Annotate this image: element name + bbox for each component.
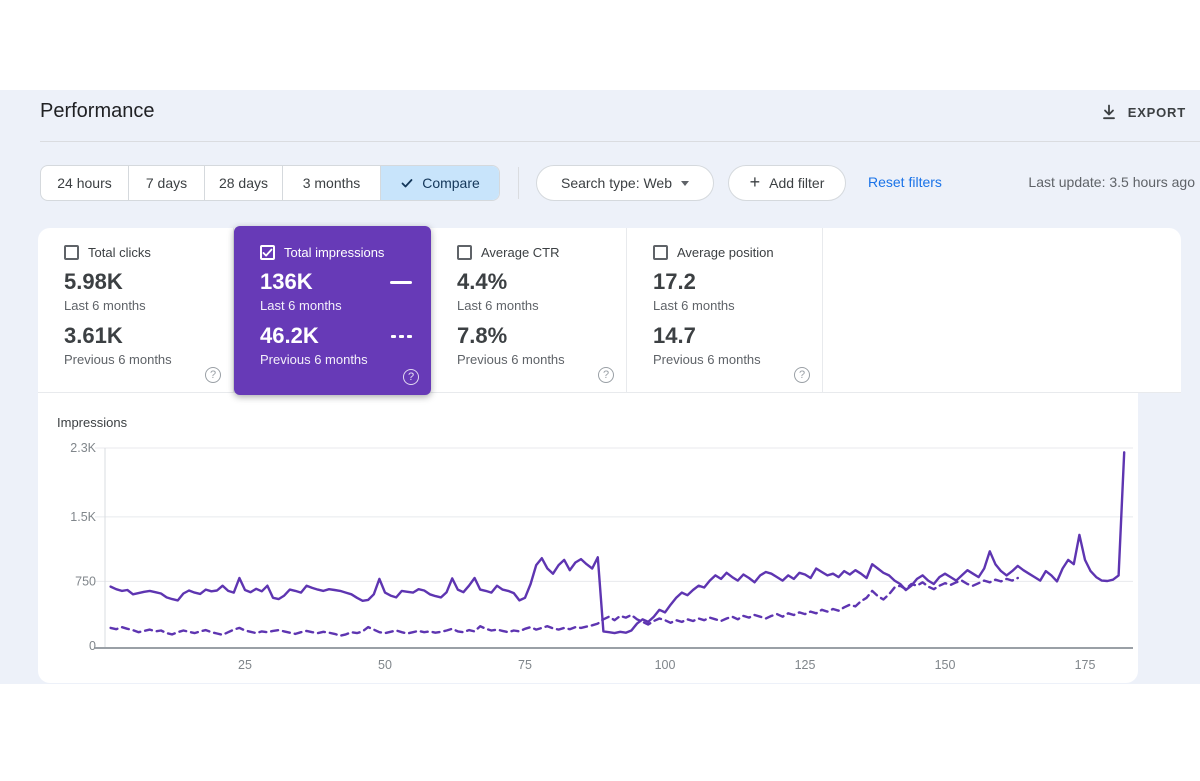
add-filter-button[interactable]: + Add filter <box>728 165 846 201</box>
metric-period-previous: Previous 6 months <box>64 352 172 367</box>
metric-value-previous: 3.61K <box>64 323 123 348</box>
metric-value-previous: 7.8% <box>457 323 508 348</box>
metric-value-current: 136K <box>260 269 313 294</box>
y-axis-title: Impressions <box>57 415 128 430</box>
chevron-down-icon <box>681 180 690 186</box>
checkbox-total-clicks[interactable] <box>64 245 79 260</box>
tab-28-days[interactable]: 28 days <box>205 166 283 200</box>
check-icon <box>401 179 413 188</box>
checkbox-total-impressions[interactable] <box>260 245 275 260</box>
x-axis-tick: 150 <box>935 658 956 672</box>
metric-label: Average position <box>677 245 774 260</box>
y-axis-tick: 1.5K <box>70 510 96 524</box>
y-axis-tick: 0 <box>89 639 96 653</box>
date-range-control: 24 hours 7 days 28 days 3 months Compare <box>40 165 500 201</box>
impressions-chart-card: Impressions 0 750 1.5K 2.3K 25 50 75 100 125 150 1… <box>38 393 1138 683</box>
metric-label: Total clicks <box>88 245 151 260</box>
metric-card-total-impressions[interactable]: Total impressions 136K Last 6 months 46.… <box>234 226 431 395</box>
export-label: EXPORT <box>1127 104 1186 120</box>
toolbar-divider <box>518 167 519 199</box>
metric-period-current: Last 6 months <box>260 298 342 313</box>
add-filter-label: Add filter <box>769 175 825 191</box>
tab-3-months[interactable]: 3 months <box>283 166 381 200</box>
metric-period-current: Last 6 months <box>457 298 539 313</box>
metric-value-current: 5.98K <box>64 269 123 294</box>
compare-label: Compare <box>422 175 480 191</box>
current-period-line <box>109 451 1126 635</box>
metric-period-current: Last 6 months <box>64 298 146 313</box>
tab-24-hours[interactable]: 24 hours <box>41 166 129 200</box>
checkbox-check-icon <box>262 248 273 257</box>
legend-solid-line-mark <box>390 280 412 284</box>
tab-7-days[interactable]: 7 days <box>129 166 205 200</box>
metric-label: Total impressions <box>284 245 385 260</box>
help-icon[interactable]: ? <box>205 367 221 383</box>
metric-period-previous: Previous 6 months <box>260 352 368 367</box>
last-update-text: Last update: 3.5 hours ago <box>1028 174 1195 190</box>
x-axis-tick: 125 <box>795 658 816 672</box>
checkbox-average-position[interactable] <box>653 245 668 260</box>
metric-value-current: 17.2 <box>653 269 696 294</box>
metric-period-previous: Previous 6 months <box>653 352 761 367</box>
search-type-dropdown[interactable]: Search type: Web <box>536 165 714 201</box>
help-icon[interactable]: ? <box>794 367 810 383</box>
x-axis-tick: 75 <box>518 658 532 672</box>
metric-card-total-clicks[interactable]: Total clicks 5.98K Last 6 months 3.61K P… <box>38 228 234 393</box>
impressions-line-chart: 0 750 1.5K 2.3K 25 50 75 100 125 150 175 <box>70 441 1133 672</box>
plus-icon: + <box>749 172 761 192</box>
metric-label: Average CTR <box>481 245 560 260</box>
download-icon <box>1102 104 1115 120</box>
metric-card-average-ctr[interactable]: Average CTR 4.4% Last 6 months 7.8% Prev… <box>431 228 627 393</box>
x-axis-tick: 100 <box>655 658 676 672</box>
header-divider <box>40 141 1200 142</box>
metrics-row: Total clicks 5.98K Last 6 months 3.61K P… <box>38 226 1181 395</box>
checkbox-average-ctr[interactable] <box>457 245 472 260</box>
compare-chip[interactable]: Compare <box>381 166 499 200</box>
metrics-row-spacer <box>823 228 1181 393</box>
x-axis-tick: 50 <box>378 658 392 672</box>
metric-card-average-position[interactable]: Average position 17.2 Last 6 months 14.7… <box>627 228 823 393</box>
page-title: Performance <box>40 100 155 122</box>
legend-dashed-line-mark <box>391 334 412 338</box>
metric-period-current: Last 6 months <box>653 298 735 313</box>
y-axis-tick: 750 <box>75 574 96 588</box>
export-button[interactable]: EXPORT <box>1100 103 1186 121</box>
help-icon[interactable]: ? <box>598 367 614 383</box>
x-axis-tick: 25 <box>238 658 252 672</box>
y-axis-tick: 2.3K <box>70 441 96 455</box>
help-icon[interactable]: ? <box>403 369 419 385</box>
metric-value-previous: 46.2K <box>260 323 319 348</box>
search-type-label: Search type: Web <box>560 175 673 191</box>
metric-value-previous: 14.7 <box>653 323 696 348</box>
metric-value-current: 4.4% <box>457 269 508 294</box>
x-axis-tick: 175 <box>1075 658 1096 672</box>
metric-period-previous: Previous 6 months <box>457 352 565 367</box>
reset-filters-link[interactable]: Reset filters <box>868 174 942 190</box>
previous-period-line <box>109 576 1019 637</box>
